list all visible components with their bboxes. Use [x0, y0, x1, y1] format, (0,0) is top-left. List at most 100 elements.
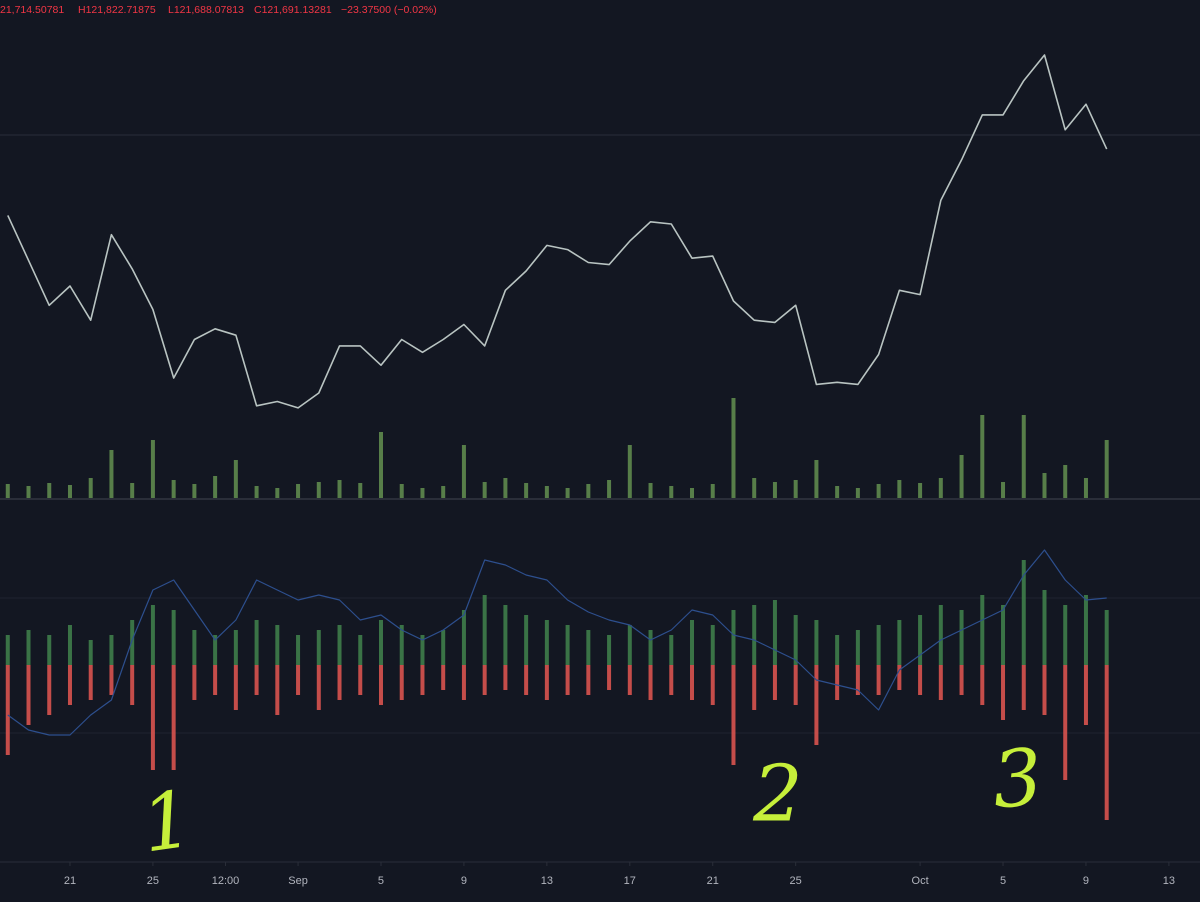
x-tick-label: Oct — [912, 875, 929, 887]
bar — [254, 620, 259, 665]
x-tick-label: 25 — [790, 875, 802, 887]
x-tick-label: 21 — [707, 875, 719, 887]
bar — [855, 488, 860, 498]
bar — [1063, 465, 1068, 498]
bar — [731, 610, 736, 665]
bar — [793, 615, 798, 665]
bar — [627, 665, 632, 695]
bar — [524, 665, 529, 695]
bar — [565, 665, 570, 695]
bar — [586, 665, 591, 695]
ohlc-value: L121,688.07813 — [168, 4, 244, 16]
bar — [1104, 440, 1109, 498]
bar — [254, 665, 259, 695]
bar — [772, 600, 777, 665]
x-tick-label: 5 — [378, 875, 384, 887]
bar — [461, 665, 466, 700]
bar — [420, 665, 425, 695]
annotation: 2 — [752, 750, 803, 840]
bar — [814, 620, 819, 665]
bar — [47, 665, 52, 715]
bar — [378, 432, 383, 498]
bar — [1021, 415, 1026, 498]
bar — [275, 665, 280, 715]
bar — [648, 630, 653, 665]
bar — [835, 665, 840, 700]
bar — [897, 665, 902, 690]
x-tick-label: 17 — [624, 875, 636, 887]
bar — [296, 484, 301, 498]
bar — [358, 665, 363, 695]
line-series — [7, 54, 1108, 409]
bar — [171, 665, 176, 770]
bar — [752, 478, 757, 498]
bar — [1083, 665, 1088, 725]
bar — [710, 665, 715, 705]
bar — [441, 665, 446, 690]
bar — [441, 630, 446, 665]
bar — [150, 665, 155, 770]
bar — [503, 665, 508, 690]
ohlc-value: C121,691.13281 — [254, 4, 332, 16]
bar — [1021, 665, 1026, 710]
bar — [938, 478, 943, 498]
bar — [26, 486, 31, 498]
bar — [233, 665, 238, 710]
bar — [5, 635, 10, 665]
bar — [399, 625, 404, 665]
bar — [296, 635, 301, 665]
bar — [1063, 665, 1068, 780]
bar — [503, 478, 508, 498]
bar — [1083, 595, 1088, 665]
bar — [109, 450, 114, 498]
bar — [772, 482, 777, 498]
bar — [316, 630, 321, 665]
bar — [420, 635, 425, 665]
bar — [586, 630, 591, 665]
bar — [67, 625, 72, 665]
bar — [814, 460, 819, 498]
bar — [731, 665, 736, 765]
bar — [130, 483, 135, 498]
bar — [793, 665, 798, 705]
bar — [109, 635, 114, 665]
bar — [876, 625, 881, 665]
bar — [150, 605, 155, 665]
bar — [130, 620, 135, 665]
x-tick-label: Sep — [288, 875, 308, 887]
bar — [938, 605, 943, 665]
bar — [1001, 665, 1006, 720]
bar — [544, 665, 549, 700]
bar — [938, 665, 943, 700]
bar — [627, 625, 632, 665]
ohlc-value: H121,822.71875 — [78, 4, 156, 16]
bar — [627, 445, 632, 498]
bar — [772, 665, 777, 700]
bar — [378, 620, 383, 665]
bar — [793, 480, 798, 498]
bar — [233, 630, 238, 665]
bar — [586, 484, 591, 498]
bar — [254, 486, 259, 498]
bar — [461, 445, 466, 498]
bar — [876, 484, 881, 498]
bar — [420, 488, 425, 498]
bar — [565, 488, 570, 498]
bar — [607, 635, 612, 665]
bar — [710, 484, 715, 498]
ohlc-value: 21,714.50781 — [0, 4, 64, 16]
x-tick-label: 13 — [1163, 875, 1175, 887]
bar — [959, 665, 964, 695]
bar — [690, 665, 695, 700]
bar — [959, 610, 964, 665]
bar — [109, 665, 114, 695]
bar — [897, 480, 902, 498]
bar — [26, 665, 31, 725]
bar — [1042, 473, 1047, 498]
bar — [503, 605, 508, 665]
bar — [275, 625, 280, 665]
bar — [980, 665, 985, 705]
bar — [150, 440, 155, 498]
bar — [399, 484, 404, 498]
bar — [88, 640, 93, 665]
